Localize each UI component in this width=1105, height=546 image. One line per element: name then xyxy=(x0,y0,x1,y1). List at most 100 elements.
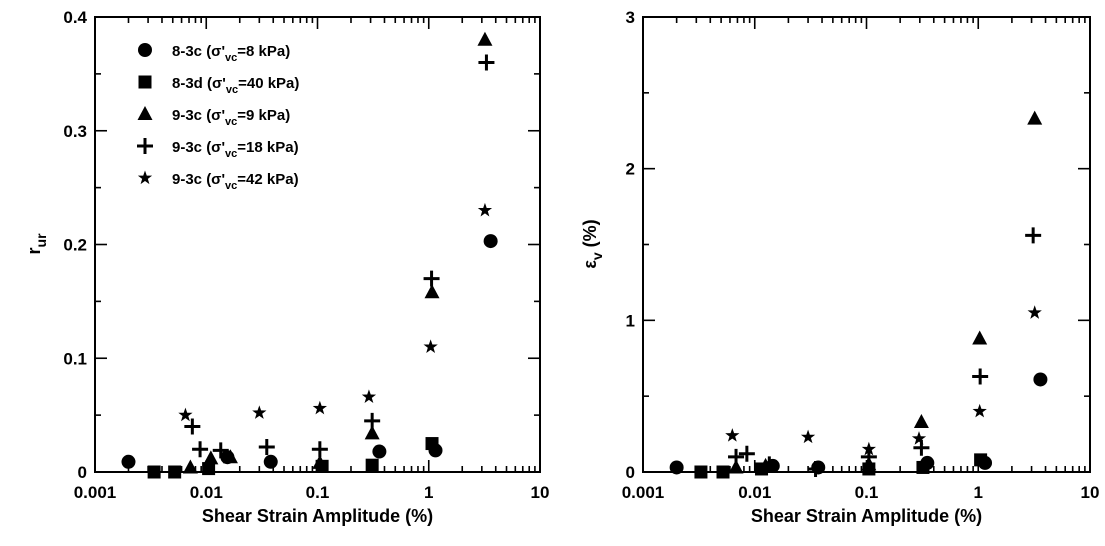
legend-label-value: =9 kPa) xyxy=(237,107,290,124)
data-point-triangle xyxy=(477,31,493,46)
series-plus xyxy=(184,54,495,459)
y-axis-title-main: ε xyxy=(580,260,600,269)
data-point-triangle xyxy=(203,450,219,465)
data-point-plus xyxy=(311,441,328,458)
data-point-square xyxy=(202,462,216,476)
legend-label: 8-3d (σ'vc=40 kPa) xyxy=(172,75,299,96)
data-point-square xyxy=(365,458,379,472)
legend-label-text: 8-3c (σ' xyxy=(172,43,225,60)
x-tick-label: 10 xyxy=(1081,483,1100,502)
legend-label: 9-3c (σ'vc=9 kPa) xyxy=(172,107,290,128)
data-point-plus xyxy=(807,460,824,477)
data-point-circle xyxy=(372,444,387,459)
legend-marker-plus xyxy=(137,138,153,154)
legend-marker-triangle xyxy=(137,106,153,120)
data-point-triangle xyxy=(424,284,440,299)
series-circle xyxy=(669,372,1048,475)
x-tick-label: 0.1 xyxy=(306,483,330,502)
legend-label-text: 9-3c (σ' xyxy=(172,171,225,188)
data-point-circle xyxy=(263,454,278,469)
y-axis-title-main: r xyxy=(24,247,44,254)
x-tick-label: 0.001 xyxy=(622,483,665,502)
series-plus xyxy=(728,227,1042,477)
series-star xyxy=(725,305,1042,456)
data-point-triangle xyxy=(364,425,380,440)
y-tick-label: 2 xyxy=(626,160,635,179)
y-axis-title-subscript: v xyxy=(589,252,605,260)
data-point-star xyxy=(423,339,438,353)
data-point-plus xyxy=(478,54,495,71)
data-point-triangle xyxy=(312,454,328,469)
legend-label-value: =40 kPa) xyxy=(238,75,299,92)
data-point-star xyxy=(252,405,267,419)
legend-label: 9-3c (σ'vc=42 kPa) xyxy=(172,171,299,192)
legend-label-subscript: vc xyxy=(226,84,238,96)
y-tick-label: 0 xyxy=(78,463,87,482)
data-point-triangle xyxy=(182,459,198,474)
series-circle xyxy=(121,234,498,469)
data-point-square xyxy=(694,465,708,479)
series-square xyxy=(147,437,439,479)
y-tick-label: 0 xyxy=(626,463,635,482)
data-point-square xyxy=(425,437,439,451)
legend-label-text: 9-3c (σ' xyxy=(172,107,225,124)
legend-marker-square xyxy=(138,75,152,89)
x-axis-title: Shear Strain Amplitude (%) xyxy=(202,506,433,526)
right-chart-panel: 0.001 0.01 0.1 1 10 0 1 2 3 Shear Strain Amplitud… xyxy=(580,8,1099,526)
data-point-star xyxy=(972,403,987,418)
legend: 8-3c (σ'vc=8 kPa) 8-3d (σ'vc=40 kPa) 9-3c … xyxy=(137,43,299,192)
legend-label-value: =18 kPa) xyxy=(237,139,298,156)
data-point-square xyxy=(916,460,930,474)
data-point-star xyxy=(1027,305,1042,319)
data-point-plus xyxy=(192,441,209,458)
y-tick-label: 0.4 xyxy=(63,8,87,27)
data-point-star xyxy=(725,428,740,442)
data-point-plus xyxy=(212,442,229,459)
x-tick-label: 0.1 xyxy=(855,483,879,502)
data-point-circle xyxy=(1033,372,1048,387)
data-point-circle xyxy=(811,460,826,475)
series-triangle xyxy=(728,110,1043,474)
data-point-plus xyxy=(1025,227,1042,244)
legend-label-text: 9-3c (σ' xyxy=(172,139,225,156)
series-triangle xyxy=(182,31,493,474)
y-axis-title-subscript: ur xyxy=(33,233,49,248)
data-point-circle xyxy=(669,460,684,475)
data-point-plus xyxy=(184,418,201,435)
x-axis-title: Shear Strain Amplitude (%) xyxy=(751,506,982,526)
data-point-circle xyxy=(121,454,136,469)
x-tick-label: 10 xyxy=(531,483,550,502)
data-point-square xyxy=(168,465,182,479)
series-star xyxy=(178,202,493,422)
data-point-plus xyxy=(738,445,755,462)
data-point-plus xyxy=(761,456,778,473)
y-axis-title: εv (%) xyxy=(580,219,605,268)
y-axis-title: rur xyxy=(24,233,49,255)
y-tick-label: 1 xyxy=(626,311,635,330)
legend-label-subscript: vc xyxy=(225,52,237,64)
data-point-plus xyxy=(972,368,989,385)
data-point-triangle xyxy=(222,449,238,464)
data-point-triangle xyxy=(972,330,988,345)
x-tick-label: 0.01 xyxy=(190,483,223,502)
data-point-square xyxy=(716,465,730,479)
data-point-star xyxy=(911,431,927,445)
data-point-plus xyxy=(258,438,275,455)
legend-label: 8-3c (σ'vc=8 kPa) xyxy=(172,43,290,64)
legend-label-subscript: vc xyxy=(225,116,237,128)
y-axis-title-unit: (%) xyxy=(580,219,600,252)
left-chart-panel: 0.001 0.01 0.1 1 10 0 0.1 0.2 0.3 0.4 Shear Strain… xyxy=(24,8,549,526)
y-tick-label: 0.1 xyxy=(63,349,87,368)
legend-label: 9-3c (σ'vc=18 kPa) xyxy=(172,139,299,160)
legend-marker-star xyxy=(137,170,153,185)
x-tick-label: 0.001 xyxy=(74,483,117,502)
legend-marker-circle xyxy=(138,43,152,57)
legend-label-subscript: vc xyxy=(225,148,237,160)
data-point-star xyxy=(312,400,327,415)
data-point-star xyxy=(861,441,876,456)
data-point-star xyxy=(361,389,377,403)
data-point-star xyxy=(477,202,493,217)
x-tick-label: 0.01 xyxy=(738,483,771,502)
y-tick-label: 0.3 xyxy=(63,122,87,141)
x-tick-label: 1 xyxy=(424,483,433,502)
